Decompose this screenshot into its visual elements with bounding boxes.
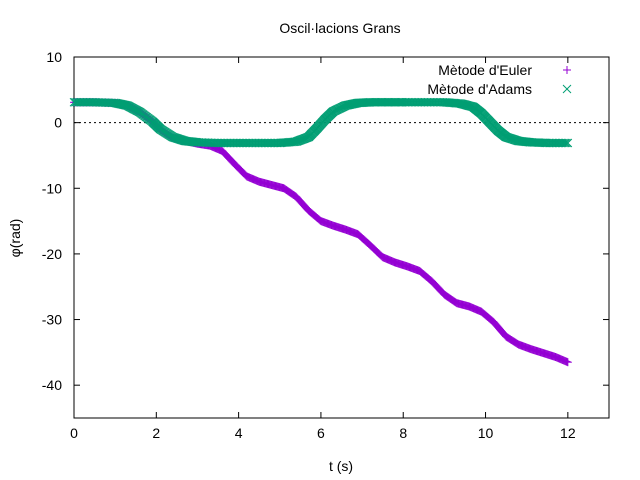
data-point-euler [563, 358, 572, 367]
x-tick-label: 10 [478, 425, 494, 441]
plot-frame [73, 56, 610, 419]
x-tick-label: 12 [560, 425, 576, 441]
y-tick-label: -20 [42, 246, 62, 262]
y-tick-label: -30 [42, 312, 62, 328]
legend-marker-adams [562, 84, 572, 94]
legend-marker-euler [563, 66, 571, 74]
x-tick-label: 2 [152, 425, 160, 441]
x-tick-label: 0 [70, 425, 78, 441]
y-tick-label: -10 [42, 180, 62, 196]
chart-title: Oscil·lacions Grans [279, 20, 400, 36]
x-tick-label: 8 [399, 425, 407, 441]
y-tick-label: 0 [54, 115, 62, 131]
legend-label-euler: Mètode d'Euler [438, 62, 532, 78]
x-tick-label: 4 [235, 425, 243, 441]
plot-area: 0 2 4 6 8 10 12 10 0 -10 -20 -30 -40 Mètode d'Euler Mè… [42, 49, 610, 441]
data-point-adams [563, 138, 573, 148]
x-axis-label: t (s) [329, 458, 353, 474]
y-tick-label: -40 [42, 377, 62, 393]
y-axis-label: φ(rad) [7, 219, 23, 258]
data-point-adams [560, 138, 570, 148]
data-point-adams [562, 138, 571, 148]
legend-label-adams: Mètode d'Adams [427, 81, 532, 97]
x-tick-label: 6 [317, 425, 325, 441]
y-tick-label: 10 [46, 49, 62, 65]
data-point-adams [559, 138, 568, 148]
